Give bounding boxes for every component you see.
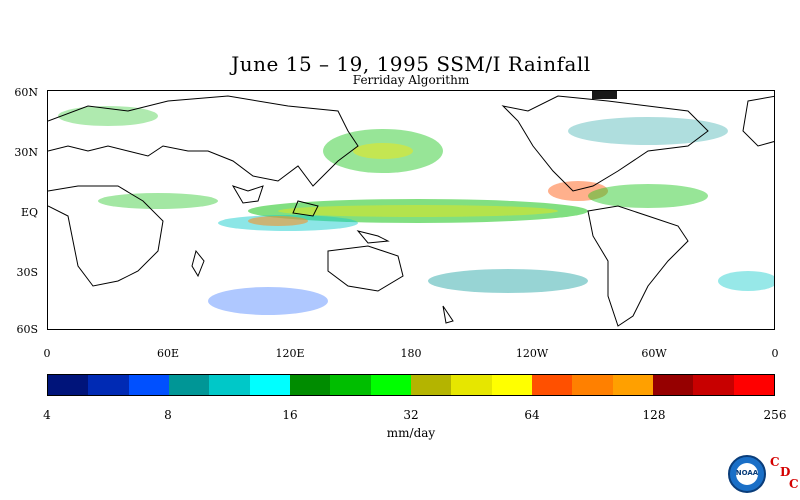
colorbar-swatch-3 bbox=[168, 375, 210, 395]
colorbar-swatch-13 bbox=[572, 375, 613, 395]
colorbar bbox=[47, 374, 775, 396]
colorbar-tick-16: 16 bbox=[282, 408, 298, 422]
noaa-logo-text: NOAA bbox=[735, 469, 759, 477]
lon-label-0: 0 bbox=[43, 347, 51, 360]
colorbar-swatch-12 bbox=[531, 375, 573, 395]
lat-label-60n: 60N bbox=[14, 86, 38, 99]
lon-label-120e: 120E bbox=[275, 347, 305, 360]
map-title: June 15 – 19, 1995 SSM/I Rainfall bbox=[231, 52, 591, 76]
colorbar-swatch-10 bbox=[451, 375, 492, 395]
lon-label-0-east: 0 bbox=[771, 347, 779, 360]
cdc-letter-d: D bbox=[780, 465, 791, 479]
colorbar-tick-64: 64 bbox=[524, 408, 540, 422]
colorbar-swatch-4 bbox=[209, 375, 250, 395]
map-subtitle: Ferriday Algorithm bbox=[352, 73, 470, 87]
lon-label-120w: 120W bbox=[515, 347, 549, 360]
lat-label-eq: EQ bbox=[20, 206, 38, 219]
rainfall-map bbox=[47, 90, 775, 330]
colorbar-swatch-17 bbox=[733, 375, 774, 395]
lat-label-30n: 30N bbox=[14, 146, 38, 159]
colorbar-tick-8: 8 bbox=[164, 408, 172, 422]
cdc-letter-c2: C bbox=[789, 477, 799, 491]
lon-label-180: 180 bbox=[400, 347, 422, 360]
colorbar-swatch-9 bbox=[410, 375, 452, 395]
colorbar-swatch-11 bbox=[491, 375, 532, 395]
colorbar-swatch-16 bbox=[693, 375, 734, 395]
lon-label-60e: 60E bbox=[156, 347, 180, 360]
colorbar-tick-4: 4 bbox=[43, 408, 51, 422]
lat-label-30s: 30S bbox=[16, 266, 38, 279]
colorbar-swatch-15 bbox=[652, 375, 694, 395]
colorbar-tick-256: 256 bbox=[763, 408, 787, 422]
rain-field bbox=[58, 91, 774, 315]
colorbar-swatch-0 bbox=[48, 375, 89, 395]
coastlines bbox=[48, 95, 774, 327]
colorbar-swatch-14 bbox=[612, 375, 653, 395]
cdc-letter-c1: C bbox=[770, 455, 780, 469]
colorbar-swatch-8 bbox=[370, 375, 411, 395]
colorbar-swatch-1 bbox=[88, 375, 129, 395]
colorbar-tick-128: 128 bbox=[642, 408, 666, 422]
lon-label-60w: 60W bbox=[641, 347, 667, 360]
colorbar-swatch-5 bbox=[249, 375, 290, 395]
colorbar-swatch-6 bbox=[289, 375, 331, 395]
colorbar-units: mm/day bbox=[386, 426, 436, 440]
map-canvas bbox=[48, 91, 774, 327]
noaa-logo-icon: NOAA bbox=[728, 455, 766, 493]
lat-label-60s: 60S bbox=[16, 323, 38, 336]
colorbar-swatch-7 bbox=[330, 375, 371, 395]
colorbar-swatch-2 bbox=[128, 375, 169, 395]
colorbar-tick-32: 32 bbox=[403, 408, 419, 422]
